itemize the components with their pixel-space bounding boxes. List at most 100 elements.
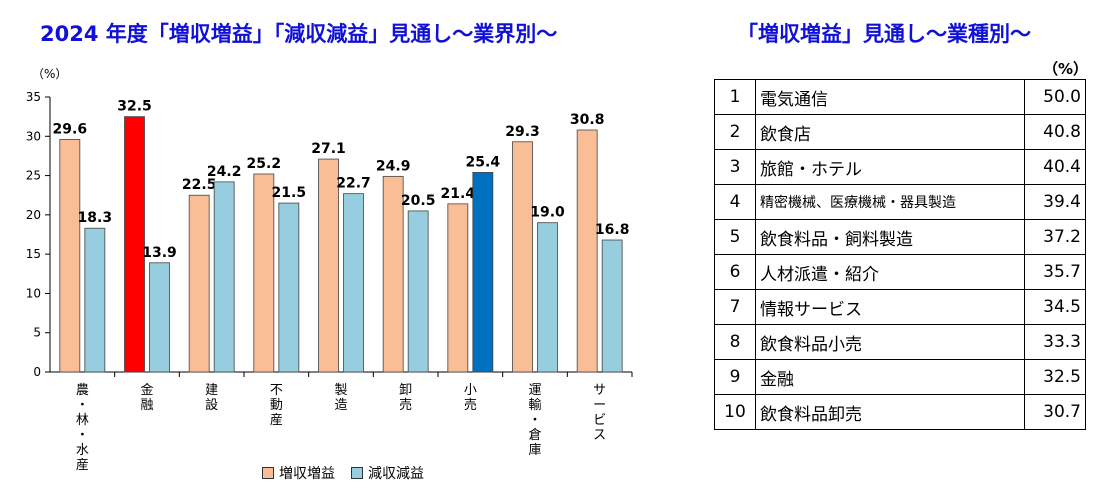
ranking-value: 33.3 <box>1024 324 1086 360</box>
y-tick-label: 15 <box>26 247 41 261</box>
bar-increase <box>512 141 533 373</box>
x-tick-label-char: ビ <box>593 413 606 428</box>
ranking-value: 50.0 <box>1024 79 1086 115</box>
ranking-name: 精密機械、医療機械・器具製造 <box>755 184 1025 220</box>
y-tick-label: 20 <box>26 208 41 222</box>
ranking-rank: 4 <box>714 184 756 220</box>
ranking-name: 飲食料品卸売 <box>755 394 1025 430</box>
ranking-name: 飲食店 <box>755 114 1025 150</box>
table-title: 「増収増益」見通し～業種別～ <box>737 22 1031 46</box>
ranking-value: 40.8 <box>1024 114 1086 150</box>
x-tick-label-char: ス <box>593 428 606 443</box>
ranking-rank: 9 <box>714 359 756 395</box>
bar-decrease <box>213 181 235 373</box>
ranking-value: 30.7 <box>1024 394 1086 430</box>
x-tick-label-char: 設 <box>205 397 218 413</box>
ranking-name: 金融 <box>755 359 1025 395</box>
legend-label-increase: 増収増益 <box>279 466 335 482</box>
x-tick-label-char: ・ <box>528 413 541 428</box>
legend-item-decrease: 減収減益 <box>351 463 424 483</box>
data-label-decrease: 25.4 <box>466 154 501 170</box>
chart-title: 2024 年度「増収増益」「減収減益」見通し～業界別～ <box>40 22 558 46</box>
ranking-name: 旅館・ホテル <box>755 149 1025 185</box>
ranking-table: 1 電気通信 50.0 2 飲食店 40.8 3 旅館・ホテル 40.4 4 精密機械、医療機械・器… <box>714 79 1086 430</box>
x-tick-label-char: サ <box>593 383 606 398</box>
ranking-row: 4 精密機械、医療機械・器具製造 39.4 <box>714 184 1086 220</box>
ranking-rank: 3 <box>714 149 756 185</box>
y-tick-label: 30 <box>26 129 41 143</box>
x-tick-label-char: ・ <box>76 398 89 413</box>
legend-item-increase: 増収増益 <box>262 463 335 483</box>
x-tick-label-char: 産 <box>270 412 283 428</box>
x-tick-label-char: 運 <box>528 383 541 398</box>
ranking-row: 6 人材派遣・紹介 35.7 <box>714 254 1086 290</box>
bar-increase <box>382 175 404 373</box>
bar-decrease <box>537 222 558 373</box>
y-tick-label: 10 <box>26 286 41 300</box>
ranking-row: 2 飲食店 40.8 <box>714 114 1086 150</box>
ranking-rank: 1 <box>714 79 756 115</box>
x-tick-label-char: 林 <box>76 413 89 428</box>
data-label-decrease: 13.9 <box>142 245 177 261</box>
ranking-name: 電気通信 <box>755 79 1025 115</box>
bar-decrease <box>601 239 623 373</box>
x-tick-label-char: 不 <box>270 383 283 398</box>
y-tick-label: 5 <box>33 326 41 340</box>
data-label-decrease: 16.8 <box>595 222 630 238</box>
data-label-decrease: 20.5 <box>401 193 436 209</box>
x-tick-label-char: 庫 <box>528 443 541 458</box>
legend-label-decrease: 減収減益 <box>368 466 424 482</box>
data-label-decrease: 21.5 <box>272 185 307 201</box>
table-unit-label: （%） <box>1043 60 1089 78</box>
ranking-row: 8 飲食料品小売 33.3 <box>714 324 1086 360</box>
x-tick-label-char: 倉 <box>528 428 541 443</box>
ranking-rank: 5 <box>714 219 756 255</box>
legend-swatch-increase <box>262 467 274 479</box>
ranking-value: 39.4 <box>1024 184 1086 220</box>
ranking-row: 9 金融 32.5 <box>714 359 1086 395</box>
bar-decrease <box>343 193 364 373</box>
x-tick-label-char: 輸 <box>528 398 541 413</box>
bar-decrease <box>84 227 106 373</box>
x-tick-label-char: 金 <box>140 382 153 398</box>
ranking-rank: 6 <box>714 254 756 290</box>
x-tick-label-char: ー <box>593 398 606 413</box>
data-label-increase: 21.4 <box>441 186 476 202</box>
data-label-increase: 29.3 <box>505 124 540 140</box>
x-tick-label-char: 造 <box>334 398 347 413</box>
x-tick-label-char: ・ <box>76 428 89 443</box>
data-label-increase: 30.8 <box>570 112 605 128</box>
y-tick-label: 25 <box>26 169 41 183</box>
data-label-decrease: 18.3 <box>78 210 113 226</box>
ranking-value: 34.5 <box>1024 289 1086 325</box>
bar-increase <box>188 194 210 373</box>
x-tick-label-char: 農 <box>76 383 89 398</box>
ranking-value: 37.2 <box>1024 219 1086 255</box>
bar-decrease <box>149 262 170 373</box>
x-tick-label-char: 売 <box>399 397 412 413</box>
ranking-name: 情報サービス <box>755 289 1025 325</box>
bar-increase <box>447 203 469 373</box>
ranking-name: 飲食料品・飼料製造 <box>755 219 1025 255</box>
ranking-rank: 7 <box>714 289 756 325</box>
bar-decrease <box>278 202 300 373</box>
bar-decrease <box>407 210 429 373</box>
ranking-name: 人材派遣・紹介 <box>755 254 1025 290</box>
legend-swatch-decrease <box>351 467 363 479</box>
ranking-row: 1 電気通信 50.0 <box>714 79 1086 115</box>
ranking-row: 5 飲食料品・飼料製造 37.2 <box>714 219 1086 255</box>
bar-decrease <box>472 172 494 373</box>
data-label-increase: 32.5 <box>117 99 152 115</box>
x-tick-label-char: 卸 <box>399 382 412 398</box>
ranking-value: 32.5 <box>1024 359 1086 395</box>
x-tick-label-char: 融 <box>140 398 153 413</box>
ranking-rank: 8 <box>714 324 756 360</box>
x-tick-label-char: 売 <box>464 397 477 413</box>
data-label-increase: 29.6 <box>53 121 88 137</box>
ranking-rank: 2 <box>714 114 756 150</box>
data-label-increase: 22.5 <box>182 177 217 193</box>
ranking-row: 3 旅館・ホテル 40.4 <box>714 149 1086 185</box>
x-tick-label-char: 小 <box>464 383 477 398</box>
data-label-decrease: 24.2 <box>207 164 242 180</box>
x-tick-label-char: 動 <box>270 398 283 413</box>
